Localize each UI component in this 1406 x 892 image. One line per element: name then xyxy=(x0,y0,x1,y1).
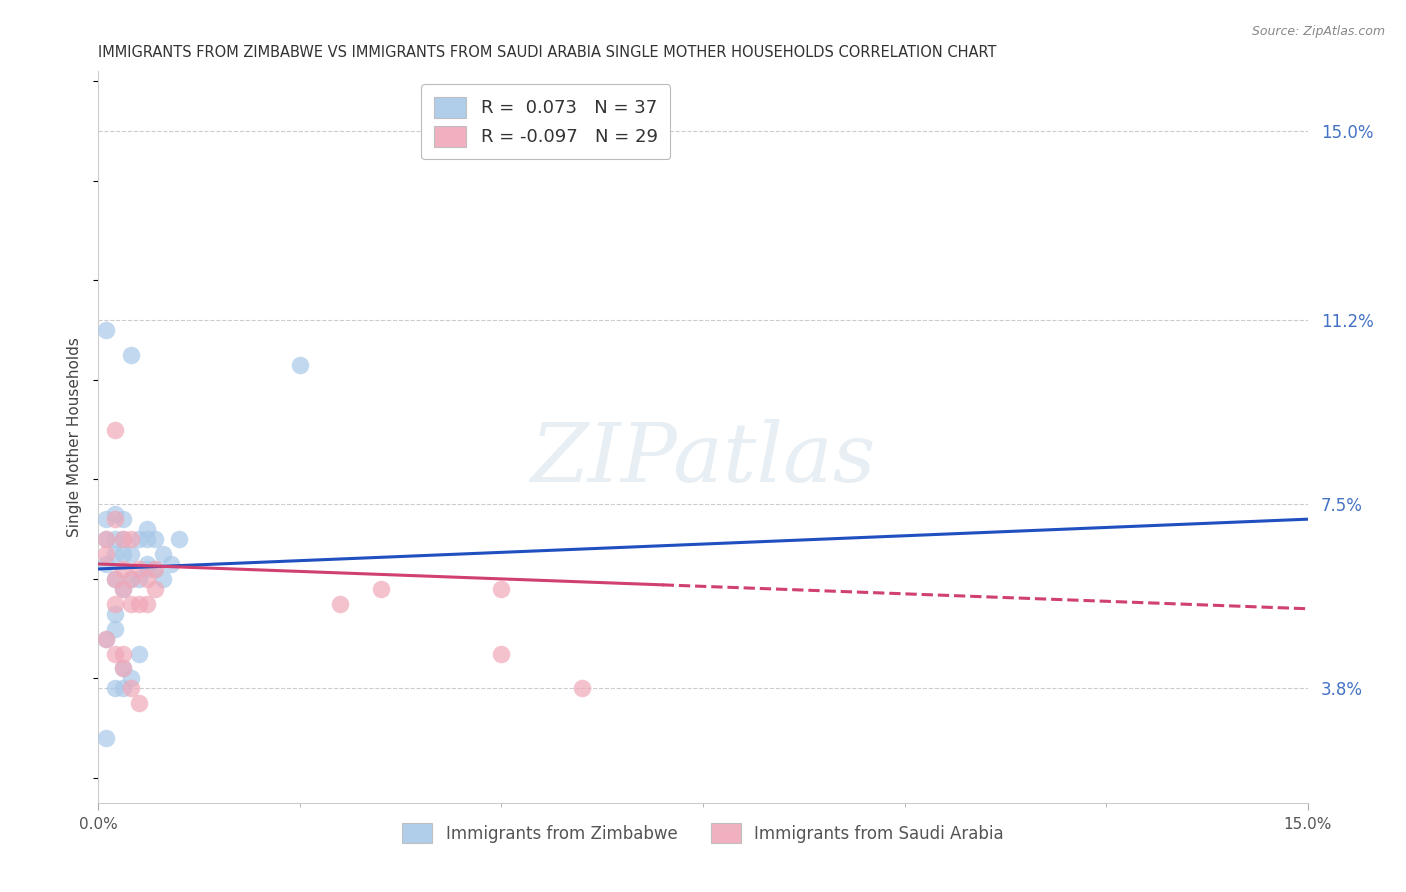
Text: IMMIGRANTS FROM ZIMBABWE VS IMMIGRANTS FROM SAUDI ARABIA SINGLE MOTHER HOUSEHOLD: IMMIGRANTS FROM ZIMBABWE VS IMMIGRANTS F… xyxy=(98,45,997,61)
Point xyxy=(111,661,134,675)
Point xyxy=(120,547,142,561)
Point xyxy=(120,348,142,362)
Point xyxy=(329,597,352,611)
Point xyxy=(96,532,118,546)
Text: ZIPatlas: ZIPatlas xyxy=(530,419,876,499)
Point xyxy=(143,562,166,576)
Point xyxy=(103,532,125,546)
Point xyxy=(135,562,157,576)
Point xyxy=(128,532,150,546)
Point xyxy=(167,532,190,546)
Point xyxy=(103,622,125,636)
Point xyxy=(120,681,142,696)
Point xyxy=(96,547,118,561)
Point xyxy=(143,562,166,576)
Point xyxy=(111,582,134,596)
Point xyxy=(103,681,125,696)
Point xyxy=(103,512,125,526)
Point xyxy=(96,632,118,646)
Point xyxy=(111,532,134,546)
Point xyxy=(111,512,134,526)
Point xyxy=(103,597,125,611)
Point xyxy=(135,522,157,536)
Point xyxy=(111,562,134,576)
Point xyxy=(491,647,513,661)
Point xyxy=(135,572,157,586)
Point xyxy=(111,532,134,546)
Point xyxy=(96,532,118,546)
Point xyxy=(128,696,150,710)
Point xyxy=(128,597,150,611)
Point xyxy=(128,572,150,586)
Point xyxy=(103,572,125,586)
Point xyxy=(120,672,142,686)
Point xyxy=(103,647,125,661)
Point xyxy=(120,597,142,611)
Point xyxy=(103,572,125,586)
Point xyxy=(103,547,125,561)
Y-axis label: Single Mother Households: Single Mother Households xyxy=(67,337,83,537)
Point xyxy=(143,582,166,596)
Point xyxy=(152,572,174,586)
Point xyxy=(120,572,142,586)
Point xyxy=(135,597,157,611)
Point xyxy=(96,731,118,745)
Point xyxy=(120,532,142,546)
Point xyxy=(128,647,150,661)
Point xyxy=(111,681,134,696)
Point xyxy=(96,632,118,646)
Point xyxy=(111,582,134,596)
Point xyxy=(111,547,134,561)
Point xyxy=(135,557,157,571)
Point xyxy=(135,532,157,546)
Point xyxy=(103,507,125,521)
Point xyxy=(96,323,118,337)
Point xyxy=(370,582,392,596)
Point xyxy=(103,423,125,437)
Point xyxy=(120,572,142,586)
Legend: Immigrants from Zimbabwe, Immigrants from Saudi Arabia: Immigrants from Zimbabwe, Immigrants fro… xyxy=(395,817,1011,849)
Point xyxy=(571,681,593,696)
Point xyxy=(152,547,174,561)
Point xyxy=(111,661,134,675)
Text: Source: ZipAtlas.com: Source: ZipAtlas.com xyxy=(1251,25,1385,38)
Point xyxy=(128,562,150,576)
Point xyxy=(103,607,125,621)
Point xyxy=(96,557,118,571)
Point xyxy=(143,532,166,546)
Point xyxy=(96,512,118,526)
Point xyxy=(111,647,134,661)
Point xyxy=(160,557,183,571)
Point xyxy=(288,358,311,372)
Point xyxy=(491,582,513,596)
